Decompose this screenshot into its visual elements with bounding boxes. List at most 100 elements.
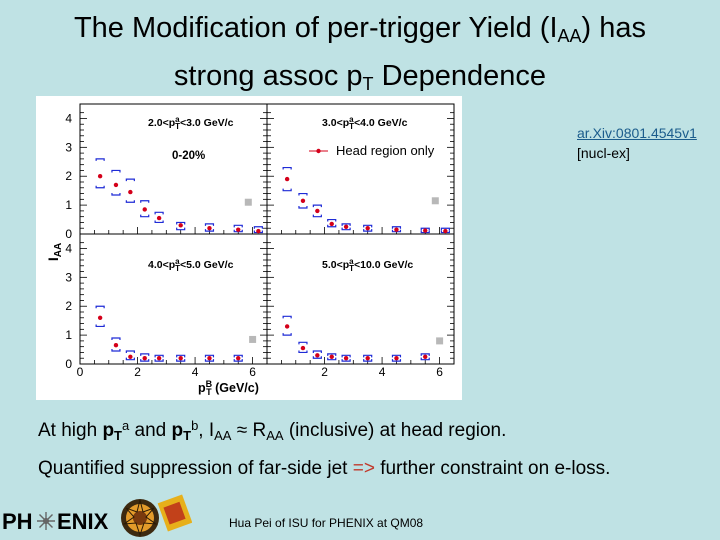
error-bracket-lower — [176, 359, 186, 362]
error-bracket-lower — [154, 359, 164, 362]
error-bracket-upper — [95, 305, 105, 309]
error-bracket-lower — [298, 206, 308, 209]
data-point — [394, 227, 399, 232]
error-bracket-upper — [391, 354, 402, 358]
data-point — [142, 207, 147, 212]
systematic-square — [436, 337, 444, 345]
data-point — [178, 223, 183, 228]
systematic-square — [249, 335, 257, 343]
data-point — [178, 356, 183, 361]
data-point — [97, 174, 103, 179]
error-bracket-lower — [140, 214, 150, 218]
error-bracket-upper — [125, 350, 135, 353]
error-bracket-upper — [233, 224, 243, 228]
error-bracket-upper — [298, 341, 308, 345]
error-bracket-upper — [420, 227, 430, 231]
error-bracket-lower — [341, 359, 351, 362]
data-point — [343, 224, 349, 229]
text: ≈ R — [231, 420, 267, 441]
data-point — [329, 354, 334, 359]
error-bracket-upper — [312, 204, 322, 208]
y-tick-label: 2 — [65, 299, 72, 313]
error-bracket-lower — [125, 357, 135, 361]
x-tick-label: 2 — [134, 365, 141, 379]
error-bracket-upper — [363, 224, 373, 228]
error-bracket-upper — [341, 354, 351, 358]
error-bracket-upper — [176, 354, 186, 358]
error-bracket-upper — [282, 315, 292, 319]
error-bracket-upper — [282, 166, 292, 170]
y-tick-label: 0 — [65, 357, 72, 371]
data-point — [113, 343, 119, 348]
error-bracket-lower — [111, 193, 121, 196]
panel-label-3: 4.0<pa T<5.0 GeV/c — [148, 257, 234, 273]
error-bracket-lower — [327, 357, 337, 361]
panel-label-4: 5.0<pa T<10.0 GeV/c — [322, 257, 413, 273]
title-line-2: strong assoc pT Dependence — [0, 56, 720, 104]
error-bracket-upper — [176, 221, 186, 225]
data-point — [128, 189, 133, 195]
data-point — [207, 356, 212, 361]
logo-text-right: ENIX — [57, 509, 109, 534]
y-tick-label: 1 — [65, 198, 72, 212]
subscript: AA — [266, 428, 284, 443]
error-bracket-lower — [140, 359, 150, 362]
error-bracket-lower — [204, 359, 215, 362]
title-subscript: AA — [557, 26, 582, 46]
title-text: Dependence — [373, 60, 547, 92]
data-point — [156, 356, 162, 361]
arxiv-link[interactable]: ar.Xiv:0801.4545v1 — [577, 125, 697, 141]
arxiv-category: [nucl-ex] — [577, 145, 630, 161]
error-bracket-upper — [327, 353, 337, 356]
text: , I — [198, 420, 215, 441]
x-tick-label: 0 — [77, 365, 84, 379]
text: Quantified suppression of far-side jet — [38, 458, 353, 479]
error-bracket-upper — [204, 223, 215, 226]
data-point — [300, 198, 306, 203]
error-bracket-upper — [125, 178, 135, 182]
error-bracket-lower — [233, 359, 243, 362]
data-point — [300, 345, 306, 351]
x-tick-label: 6 — [249, 365, 256, 379]
data-point — [423, 354, 428, 359]
author-credit: Hua Pei of ISU for PHENIX at QM08 — [229, 516, 424, 530]
error-bracket-upper — [420, 353, 430, 356]
superscript: a — [122, 418, 130, 433]
error-bracket-lower — [111, 349, 121, 352]
data-point — [156, 215, 162, 221]
title-text: ) has — [581, 12, 647, 44]
text: p — [102, 420, 115, 441]
data-point — [142, 356, 147, 361]
body-line-2: Quantified suppression of far-side jet =… — [38, 458, 610, 480]
error-bracket-upper — [111, 337, 121, 340]
error-bracket-upper — [327, 218, 337, 222]
error-bracket-upper — [440, 227, 450, 231]
y-tick-label: 4 — [65, 241, 72, 255]
error-bracket-upper — [154, 354, 164, 358]
data-point — [315, 353, 320, 358]
error-bracket-upper — [298, 192, 308, 196]
error-bracket-upper — [391, 226, 402, 229]
systematic-square — [244, 198, 252, 206]
panel-frame — [266, 233, 455, 365]
panel-label-1: 2.0<pa T<3.0 GeV/c — [148, 115, 234, 131]
error-bracket-lower — [176, 227, 186, 231]
superscript: b — [191, 418, 199, 433]
data-point — [284, 176, 290, 182]
data-point — [284, 324, 290, 329]
text: p — [171, 420, 184, 441]
conference-seal-icon — [121, 494, 192, 537]
centrality-label: 0-20% — [172, 150, 205, 162]
text: At high — [38, 420, 103, 441]
iaa-figure: 0 1 2 3 4 0 1 2 3 4 0 2 4 6 2 4 6 2.0<pa T<3.0 GeV/c 3.0<pa… — [36, 96, 462, 400]
data-point — [343, 356, 349, 361]
error-bracket-upper — [341, 223, 351, 226]
error-bracket-upper — [204, 354, 215, 358]
error-bracket-lower — [327, 224, 337, 228]
error-bracket-upper — [363, 354, 373, 358]
systematic-square — [431, 197, 439, 205]
y-tick-label: 1 — [65, 328, 72, 342]
error-bracket-upper — [140, 200, 150, 203]
error-bracket-lower — [420, 357, 430, 361]
